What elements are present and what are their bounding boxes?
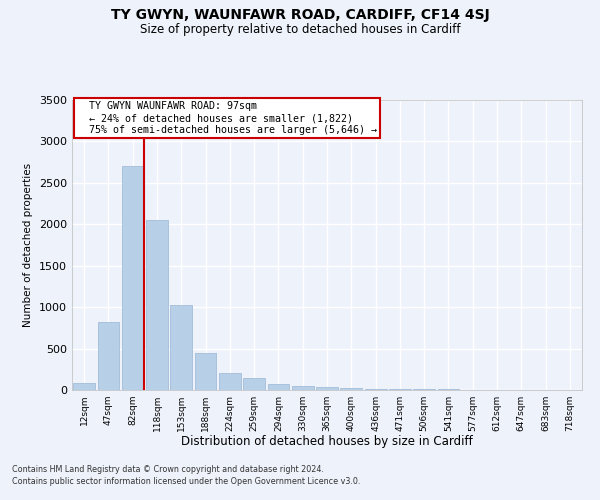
Bar [122,166,143,390]
Text: TY GWYN WAUNFAWR ROAD: 97sqm
  ← 24% of detached houses are smaller (1,822)
  75: TY GWYN WAUNFAWR ROAD: 97sqm ← 24% of de… [77,102,377,134]
Text: Distribution of detached houses by size in Cardiff: Distribution of detached houses by size … [181,435,473,448]
Bar [389,389,411,390]
Bar [413,389,435,390]
Bar [97,322,119,390]
Bar [292,386,314,390]
Text: Size of property relative to detached houses in Cardiff: Size of property relative to detached ho… [140,22,460,36]
Bar [243,378,265,390]
Bar [340,388,362,390]
Bar [73,384,95,390]
Bar [316,387,338,390]
Bar [194,352,217,390]
Bar [219,372,241,390]
Text: Contains public sector information licensed under the Open Government Licence v3: Contains public sector information licen… [12,476,361,486]
Text: TY GWYN, WAUNFAWR ROAD, CARDIFF, CF14 4SJ: TY GWYN, WAUNFAWR ROAD, CARDIFF, CF14 4S… [110,8,490,22]
Text: Contains HM Land Registry data © Crown copyright and database right 2024.: Contains HM Land Registry data © Crown c… [12,466,324,474]
Y-axis label: Number of detached properties: Number of detached properties [23,163,34,327]
Bar [170,306,192,390]
Bar [365,388,386,390]
Bar [268,384,289,390]
Bar [146,220,168,390]
